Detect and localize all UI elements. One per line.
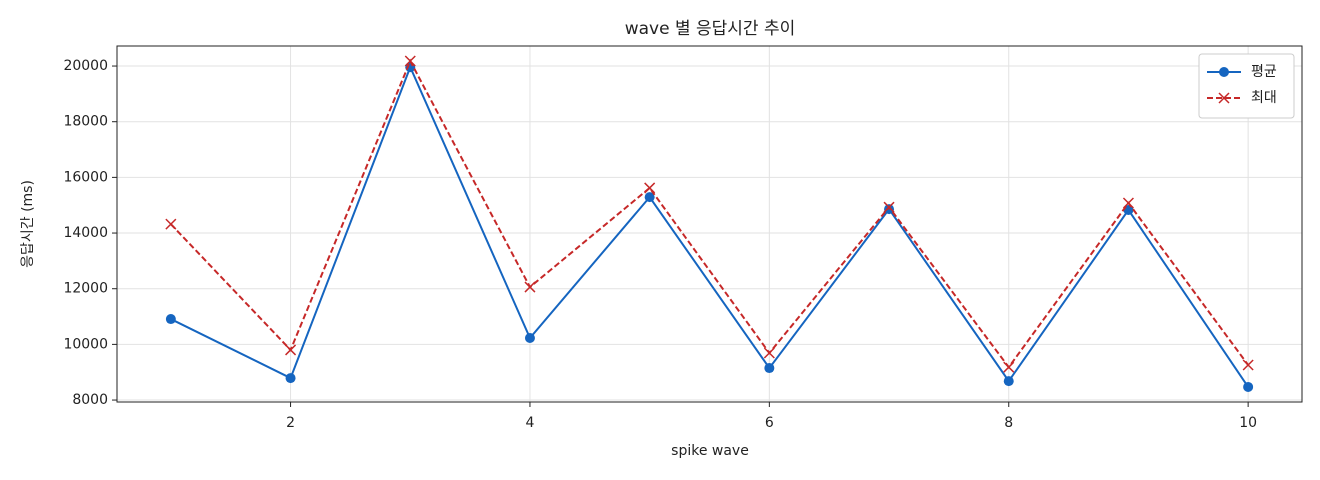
y-tick-label: 16000 <box>63 169 108 185</box>
legend-label: 평균 <box>1251 64 1277 80</box>
marker <box>883 201 895 213</box>
legend-marker <box>1219 67 1229 77</box>
x-tick-label: 8 <box>1004 415 1013 431</box>
plot-frame <box>116 45 1303 403</box>
marker <box>165 314 176 325</box>
marker <box>524 332 535 343</box>
marker <box>1003 376 1014 387</box>
x-tick-label: 6 <box>765 415 774 431</box>
marker <box>1003 361 1015 373</box>
x-tick-label: 4 <box>525 415 534 431</box>
marker <box>644 182 656 194</box>
marker <box>524 281 536 293</box>
y-tick-label: 8000 <box>72 392 108 408</box>
x-axis-label: spike wave <box>671 443 749 459</box>
chart-title: wave 별 응답시간 추이 <box>625 19 796 39</box>
legend-label: 최대 <box>1251 90 1277 106</box>
marker <box>285 373 296 384</box>
y-tick-label: 12000 <box>63 281 108 297</box>
legend-marker <box>1218 92 1230 104</box>
series-line <box>170 64 1249 388</box>
marker <box>285 344 297 356</box>
legend-box <box>1198 53 1295 119</box>
y-tick-label: 20000 <box>63 58 108 74</box>
y-tick-label: 18000 <box>63 114 108 130</box>
y-axis-label: 응답시간 (ms) <box>20 180 36 268</box>
marker <box>764 363 775 374</box>
y-tick-label: 14000 <box>63 225 108 241</box>
y-tick-label: 10000 <box>63 336 108 352</box>
marker <box>763 347 775 359</box>
series-line <box>170 58 1249 369</box>
marker <box>1243 381 1254 392</box>
marker <box>165 218 177 230</box>
marker <box>884 204 895 215</box>
marker <box>404 55 416 67</box>
x-tick-label: 2 <box>286 415 295 431</box>
marker <box>644 192 655 203</box>
marker <box>1242 359 1254 371</box>
marker <box>1122 197 1134 209</box>
x-tick-label: 10 <box>1239 415 1257 431</box>
